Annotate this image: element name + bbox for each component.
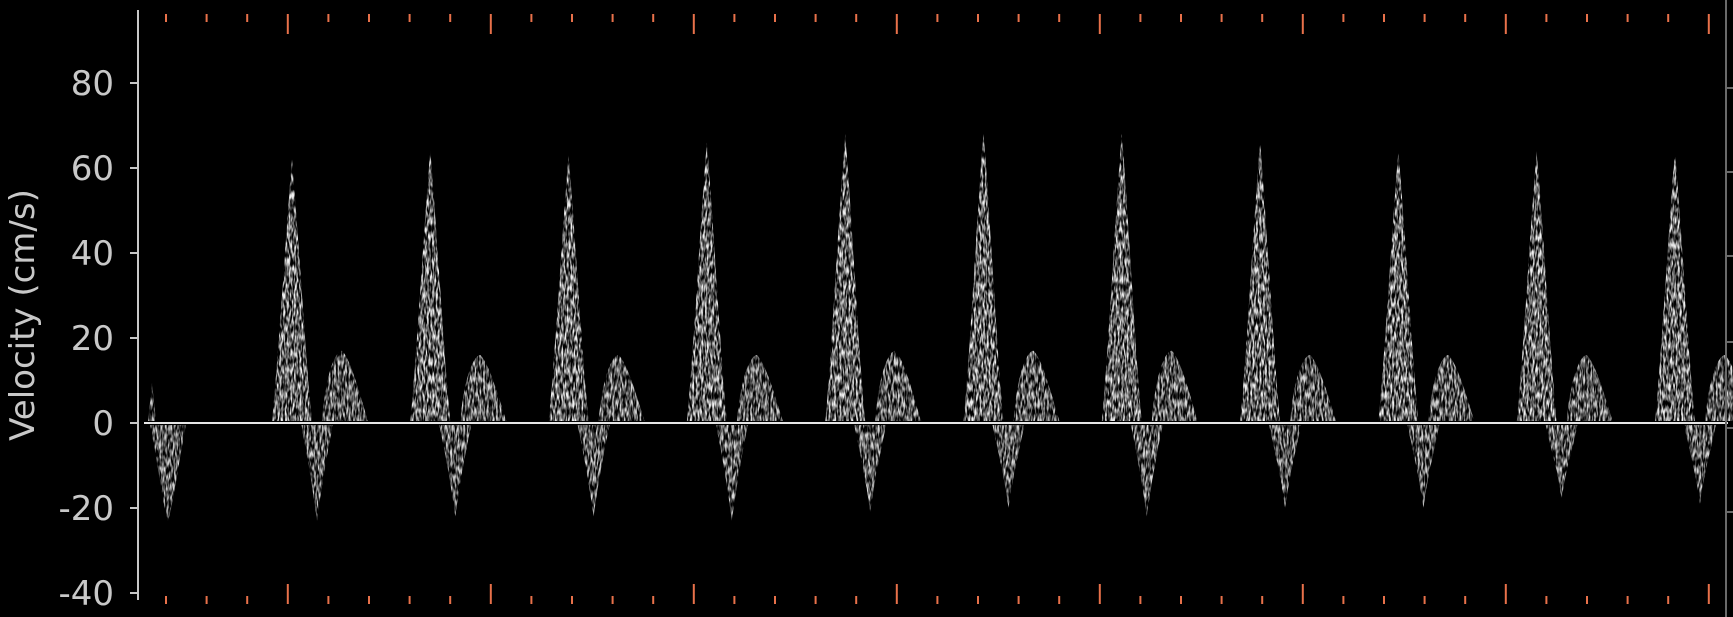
right-axis bbox=[1725, 0, 1733, 617]
diastolic-bump bbox=[322, 350, 368, 421]
reverse-flow bbox=[992, 425, 1025, 508]
reverse-flow bbox=[150, 425, 186, 521]
y-tick-label: 0 bbox=[92, 404, 114, 444]
y-axis: 80 60 40 20 0 -20 -40 bbox=[58, 10, 139, 614]
reverse-flow bbox=[577, 425, 610, 517]
y-axis-label: Velocity (cm/s) bbox=[3, 189, 43, 441]
diastolic-bump bbox=[1151, 350, 1198, 421]
y-tick-label: 80 bbox=[71, 64, 114, 104]
systolic-peak bbox=[410, 151, 451, 421]
reverse-flow bbox=[1130, 425, 1163, 517]
systolic-peak bbox=[1655, 151, 1695, 421]
systolic-peak bbox=[272, 159, 312, 421]
systolic-peak bbox=[1240, 142, 1281, 421]
y-tick-label: -20 bbox=[58, 489, 114, 529]
reverse-flow bbox=[1407, 425, 1440, 508]
diastolic-bump bbox=[1290, 355, 1337, 421]
partial-peak bbox=[148, 383, 156, 421]
time-ticks-bottom bbox=[165, 584, 1710, 604]
y-tick-label: 20 bbox=[71, 319, 114, 359]
diastolic-bump bbox=[875, 350, 922, 421]
time-ticks-top bbox=[165, 14, 1710, 34]
diastolic-bump bbox=[1013, 350, 1060, 421]
y-tick-label: 60 bbox=[71, 149, 114, 189]
reverse-flow bbox=[1269, 425, 1302, 508]
y-tick-label: 40 bbox=[71, 234, 114, 274]
reverse-flow bbox=[1684, 425, 1716, 504]
systolic-peak bbox=[1101, 134, 1142, 421]
systolic-peak bbox=[548, 155, 589, 421]
reverse-flow bbox=[439, 425, 472, 517]
systolic-peak bbox=[1378, 151, 1419, 421]
diastolic-bump bbox=[1428, 355, 1475, 421]
diastolic-bump bbox=[460, 355, 507, 421]
diastolic-bump bbox=[1566, 355, 1613, 421]
systolic-peak bbox=[1516, 151, 1557, 421]
systolic-peak bbox=[825, 134, 866, 421]
systolic-peak bbox=[963, 134, 1004, 421]
diastolic-bump bbox=[598, 355, 645, 421]
reverse-flow bbox=[854, 425, 887, 513]
reverse-flow bbox=[301, 425, 333, 521]
reverse-flow bbox=[715, 425, 748, 521]
signal-layer bbox=[148, 134, 1733, 521]
reverse-flow bbox=[1545, 425, 1578, 500]
diastolic-bump bbox=[736, 355, 783, 421]
systolic-peak bbox=[686, 142, 727, 421]
y-tick-label: -40 bbox=[58, 574, 114, 614]
